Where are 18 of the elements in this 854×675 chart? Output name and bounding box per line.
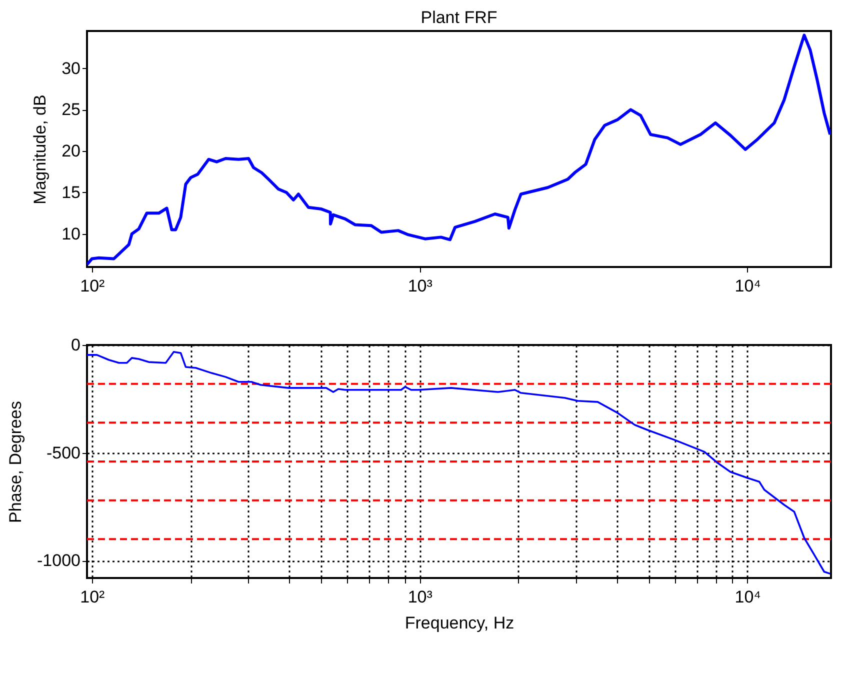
x-tick-label: 10³ bbox=[408, 276, 433, 296]
y-tick-label: 25 bbox=[62, 100, 80, 120]
x-tick-label: 10⁴ bbox=[734, 276, 761, 296]
y-axis-title: Phase, Degrees bbox=[6, 401, 26, 523]
x-tick-label: 10³ bbox=[408, 588, 433, 606]
y-tick-label: 10 bbox=[62, 224, 80, 244]
y-tick-label: 0 bbox=[71, 336, 80, 354]
chart-title: Plant FRF bbox=[420, 8, 498, 27]
x-axis-title: Frequency, Hz bbox=[404, 614, 514, 632]
y-axis-title: Magnitude, dB bbox=[30, 94, 50, 204]
x-tick-label: 10⁴ bbox=[734, 588, 761, 606]
y-tick-label: 20 bbox=[62, 142, 80, 161]
y-tick-label: -1000 bbox=[37, 551, 80, 570]
y-tick-label: -500 bbox=[46, 443, 80, 462]
y-tick-label: 15 bbox=[62, 182, 80, 202]
x-tick-label: 10² bbox=[80, 588, 106, 606]
y-tick-label: 30 bbox=[62, 58, 80, 78]
x-tick-label: 10² bbox=[80, 276, 106, 296]
